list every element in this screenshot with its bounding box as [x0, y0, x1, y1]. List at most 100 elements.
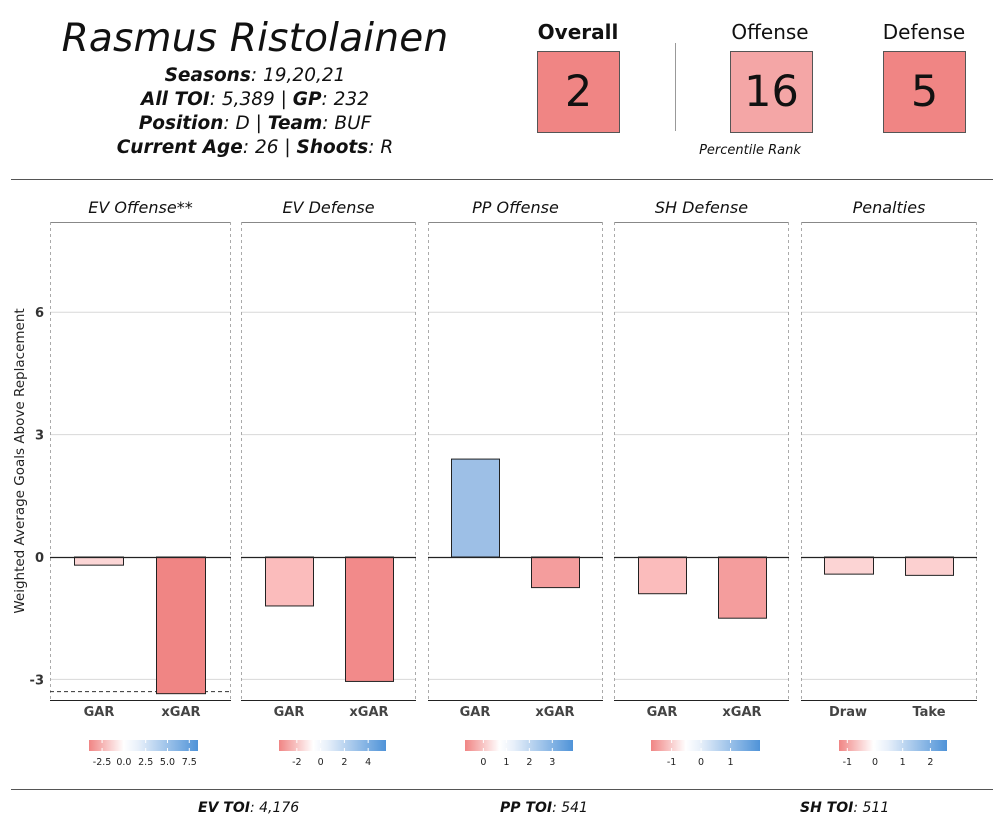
sh-toi-value: 511 — [862, 800, 890, 816]
y-tick-label: 6 — [35, 306, 44, 321]
colorbar-tick-label: 2.5 — [138, 757, 153, 768]
age-line: Current Age: 26 | Shoots: R — [116, 137, 394, 158]
defense-rank-box: 5 — [883, 51, 966, 133]
team-value: BUF — [334, 113, 372, 134]
y-tick-label: -3 — [30, 673, 44, 688]
colorbar-tick-label: 0 — [698, 757, 704, 768]
colorbar-tick-label: 1 — [503, 757, 509, 768]
bar-xgar — [531, 556, 580, 589]
colorbar-tick-label: 1 — [728, 757, 734, 768]
panel-sh-defense: SH Defense GAR xGAR -1 0 1 — [614, 198, 789, 768]
header-divider — [11, 179, 993, 180]
bar-gar — [638, 556, 687, 595]
percentile-rank-label: Percentile Rank — [699, 143, 801, 158]
ev-toi-value: 4,176 — [259, 800, 300, 816]
toi-line: All TOI: 5,389 | GP: 232 — [141, 89, 369, 110]
pp-toi: PP TOI: 541 — [500, 800, 588, 816]
seasons-value: 19,20,21 — [263, 65, 346, 86]
panel-penalties: Penalties Draw Take -1 0 1 2 — [801, 198, 977, 768]
seasons-label: Seasons — [164, 65, 251, 86]
colorbar-tick-label: -1 — [667, 757, 676, 768]
offense-rank-box: 16 — [730, 51, 813, 133]
gar-chart: Weighted Average Goals Above Replacement… — [12, 198, 977, 768]
colorbar — [465, 740, 573, 751]
offense-rank: Offense — [720, 20, 820, 44]
bar-gar — [265, 556, 314, 607]
colorbar-tick-label: 2 — [341, 757, 347, 768]
pp-toi-label: PP TOI — [500, 800, 553, 816]
x-tick-label: xGAR — [161, 705, 200, 720]
rank-divider — [675, 43, 676, 131]
shoots-value: R — [380, 137, 394, 158]
bar-gar — [451, 458, 500, 558]
y-tick-label: 3 — [35, 429, 44, 444]
x-tick-label: Take — [912, 705, 945, 720]
overall-rank-box: 2 — [537, 51, 620, 133]
bar-draw — [824, 556, 874, 575]
ev-toi: EV TOI: 4,176 — [198, 800, 300, 816]
age-value: 26 — [254, 137, 279, 158]
overall-label: Overall — [537, 20, 619, 44]
toi-value: 5,389 — [221, 89, 275, 110]
defense-rank: Defense — [874, 20, 974, 44]
player-header: Rasmus Ristolainen Seasons: 19,20,21 All… — [40, 14, 470, 160]
offense-label: Offense — [731, 20, 809, 44]
colorbar-tick-label: 2 — [927, 757, 933, 768]
x-tick-label: GAR — [647, 705, 678, 720]
panel-title: EV Offense** — [88, 198, 192, 217]
age-label: Current Age — [116, 137, 243, 158]
bar-xgar — [156, 556, 206, 695]
seasons-line: Seasons: 19,20,21 — [164, 65, 346, 86]
bar-xgar — [345, 556, 394, 682]
panel-pp-offense: PP Offense GAR xGAR 0 1 2 3 — [428, 198, 603, 768]
colorbar-tick-label: -2 — [292, 757, 301, 768]
colorbar — [279, 740, 386, 751]
y-axis-label: Weighted Average Goals Above Replacement — [12, 308, 28, 613]
colorbar-tick-label: 0 — [480, 757, 486, 768]
x-tick-label: xGAR — [722, 705, 761, 720]
colorbar-tick-label: 4 — [365, 757, 371, 768]
bar-gar — [74, 556, 124, 566]
panel-title: PP Offense — [472, 198, 559, 217]
colorbar-tick-label: 0 — [872, 757, 878, 768]
x-tick-label: xGAR — [349, 705, 388, 720]
colorbar-tick-label: 0.0 — [116, 757, 131, 768]
colorbar-tick-label: 1 — [900, 757, 906, 768]
footer-divider — [11, 789, 993, 790]
bar-xgar — [718, 556, 767, 619]
sh-toi-label: SH TOI — [800, 800, 854, 816]
colorbar-tick-label: 5.0 — [160, 757, 175, 768]
position-line: Position: D | Team: BUF — [138, 113, 372, 134]
colorbar-tick-label: -1 — [843, 757, 852, 768]
x-tick-label: GAR — [84, 705, 115, 720]
colorbar-tick-label: 0 — [318, 757, 324, 768]
panel-title: Penalties — [853, 198, 926, 217]
toi-label: All TOI — [141, 89, 210, 110]
overall-rank: Overall — [528, 20, 628, 44]
colorbar — [89, 740, 198, 751]
colorbar-tick-label: 2 — [526, 757, 532, 768]
x-tick-label: GAR — [274, 705, 305, 720]
x-tick-label: GAR — [460, 705, 491, 720]
panel-title: SH Defense — [655, 198, 748, 217]
gp-label: GP — [292, 89, 322, 110]
colorbar — [839, 740, 947, 751]
colorbar-tick-label: 3 — [549, 757, 555, 768]
panel-ev-defense: EV Defense GAR xGAR -2 0 2 4 — [241, 198, 416, 768]
position-label: Position — [138, 113, 224, 134]
colorbar-tick-label: -2.5 — [93, 757, 112, 768]
player-name: Rasmus Ristolainen — [61, 16, 449, 61]
bar-take — [905, 556, 954, 576]
pp-toi-value: 541 — [561, 800, 588, 816]
colorbar-tick-label: 7.5 — [182, 757, 197, 768]
panel-ev-offense: EV Offense** GAR xGAR -2.5 0.0 2.5 5.0 7.5 — [50, 198, 231, 768]
x-tick-label: Draw — [829, 705, 867, 720]
y-tick-label: 0 — [35, 551, 44, 566]
position-value: D — [235, 113, 250, 134]
shoots-label: Shoots — [296, 137, 369, 158]
gp-value: 232 — [333, 89, 369, 110]
team-label: Team — [267, 113, 323, 134]
defense-label: Defense — [882, 20, 966, 44]
ev-toi-label: EV TOI — [198, 800, 250, 816]
x-tick-label: xGAR — [535, 705, 574, 720]
